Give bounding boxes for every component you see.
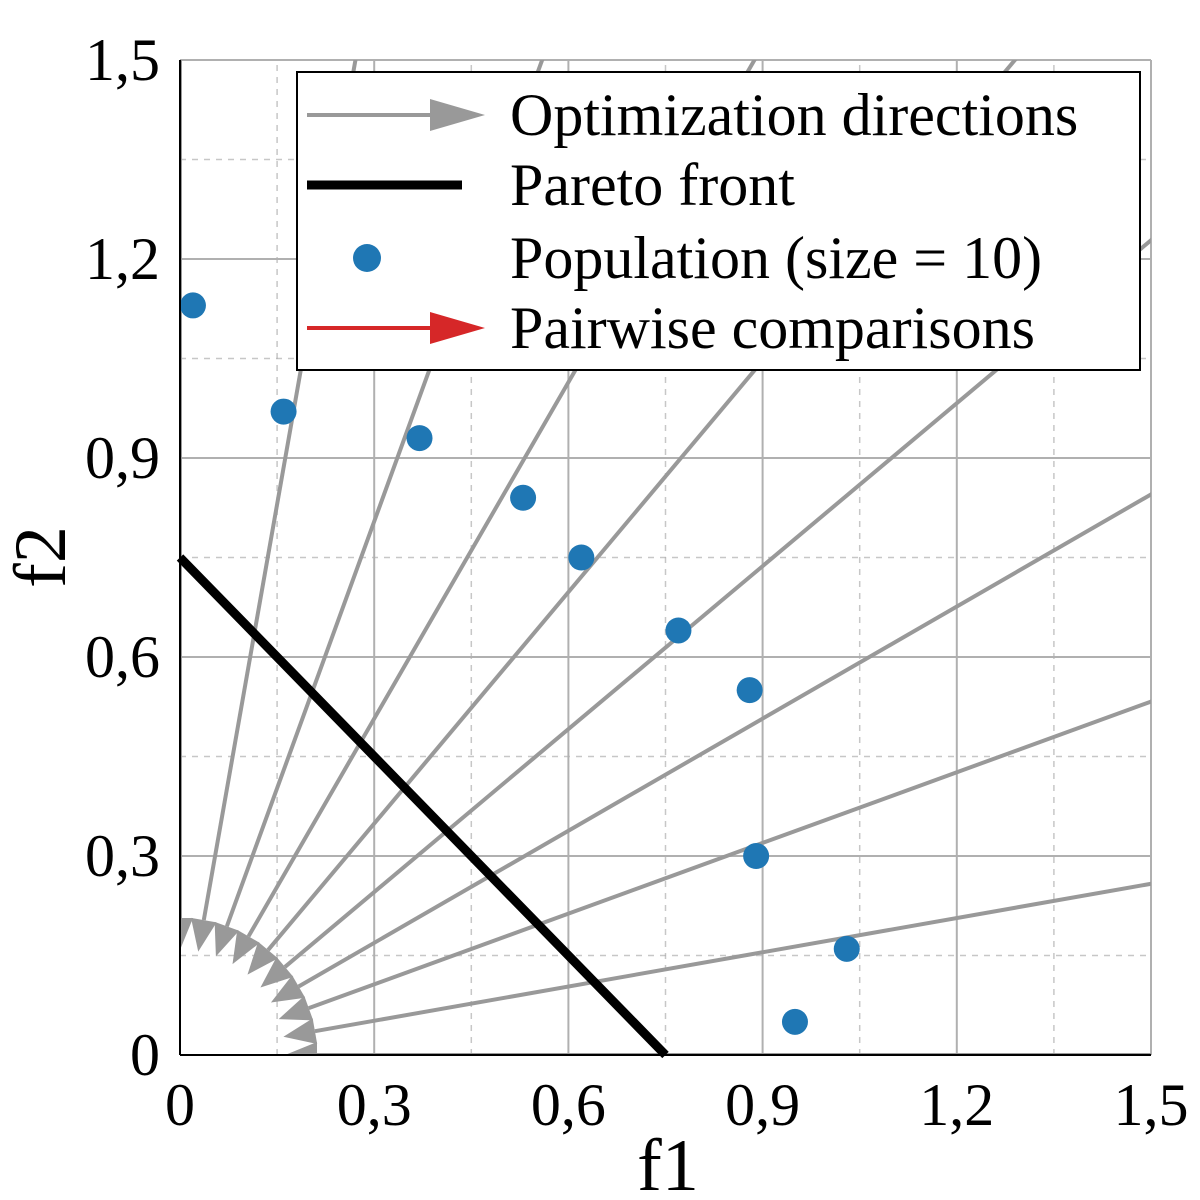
y-tick-label: 0: [130, 1022, 160, 1088]
y-axis-label: f2: [0, 526, 82, 588]
direction-arrowhead: [214, 921, 240, 957]
axes: [179, 60, 1151, 1056]
population-point: [743, 843, 770, 869]
direction-line: [308, 699, 1151, 1011]
legend-label: Optimization directions: [510, 82, 1078, 148]
y-tick-label: 0,3: [85, 823, 160, 889]
x-tick-label: 0,9: [725, 1072, 800, 1138]
population-points: [179, 292, 860, 1035]
population-point: [270, 398, 297, 425]
direction-arrowhead: [283, 1018, 318, 1045]
x-tick-label: 1,2: [919, 1072, 994, 1138]
pareto-front-line: [176, 554, 669, 1059]
y-tick-label: 0,6: [85, 624, 160, 690]
legend-label: Pareto front: [510, 152, 795, 218]
x-tick-label: 0: [165, 1072, 195, 1138]
population-point: [736, 677, 763, 704]
direction-line: [297, 492, 1151, 989]
population-point: [568, 544, 595, 571]
x-tick-label: 0,3: [337, 1072, 412, 1138]
x-axis-label: f1: [637, 1125, 699, 1200]
population-point: [781, 1008, 808, 1035]
y-tick-label: 1,2: [85, 226, 160, 292]
legend-label: Pairwise comparisons: [510, 295, 1035, 361]
population-point: [406, 425, 433, 452]
y-tick-label: 0,9: [85, 425, 160, 491]
population-point: [665, 617, 692, 644]
direction-arrowhead: [278, 995, 314, 1021]
population-point: [179, 292, 206, 319]
x-tick-label: 0,6: [531, 1072, 606, 1138]
legend-arrowhead: [430, 312, 485, 344]
direction-arrowhead: [260, 956, 294, 988]
population-point: [833, 935, 860, 962]
legend-label: Population (size = 10): [510, 225, 1042, 291]
legend-population-dot: [353, 244, 381, 272]
population-point: [510, 484, 537, 511]
direction-arrowhead: [232, 929, 260, 965]
direction-arrowhead: [190, 917, 217, 952]
direction-arrowhead: [247, 941, 279, 975]
direction-arrowhead: [180, 918, 193, 950]
direction-arrowhead: [285, 1042, 317, 1055]
direction-arrowhead: [270, 975, 306, 1003]
direction-line: [246, 60, 757, 938]
x-tick-labels: 0 0,3 0,6 0,9 1,2 1,5: [165, 1072, 1189, 1138]
y-tick-label: 1,5: [85, 27, 160, 93]
direction-line: [314, 881, 1151, 1034]
x-tick-label: 1,5: [1114, 1072, 1189, 1138]
legend-arrowhead: [430, 99, 485, 131]
y-tick-labels: 0 0,3 0,6 0,9 1,2 1,5: [85, 27, 160, 1088]
